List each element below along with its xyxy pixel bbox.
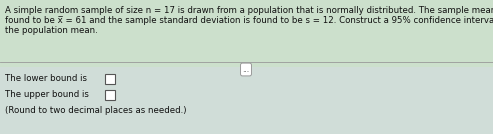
Bar	[0, 67, 493, 134]
FancyBboxPatch shape	[105, 74, 115, 84]
Bar	[0, 0, 493, 67]
Text: found to be x̅ = 61 and the sample standard deviation is found to be s = 12. Con: found to be x̅ = 61 and the sample stand…	[5, 16, 493, 25]
FancyBboxPatch shape	[105, 90, 115, 100]
Text: ...: ...	[243, 65, 249, 74]
Text: The upper bound is: The upper bound is	[5, 90, 89, 99]
Text: (Round to two decimal places as needed.): (Round to two decimal places as needed.)	[5, 106, 186, 115]
Text: A simple random sample of size n = 17 is drawn from a population that is normall: A simple random sample of size n = 17 is…	[5, 6, 493, 15]
Text: the population mean.: the population mean.	[5, 26, 98, 35]
Text: The lower bound is: The lower bound is	[5, 74, 87, 83]
